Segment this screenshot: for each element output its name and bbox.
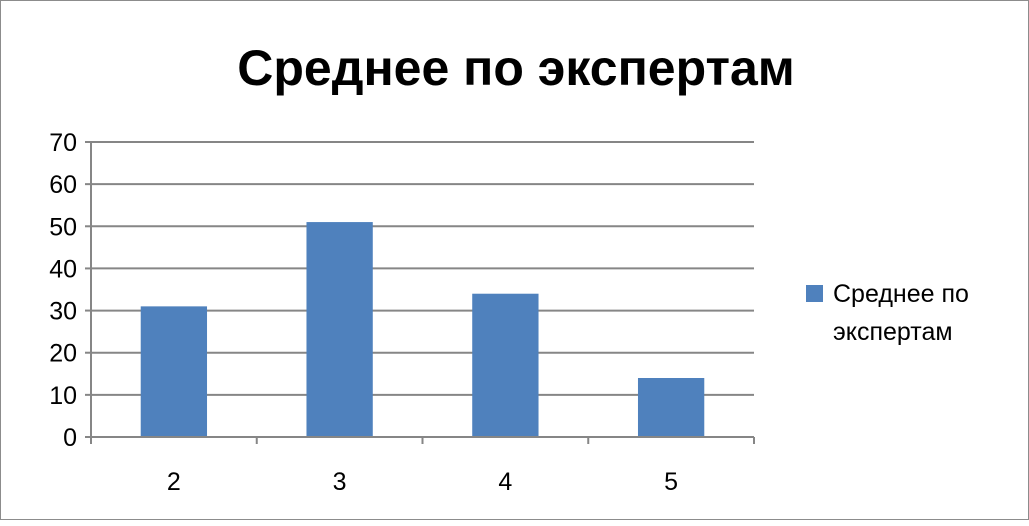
legend-swatch — [806, 285, 823, 302]
x-tick-label: 4 — [498, 468, 512, 496]
y-tick-label: 50 — [49, 213, 77, 241]
y-tick-label: 20 — [49, 340, 77, 368]
bar — [306, 222, 373, 437]
legend-label-line2: экспертам — [833, 318, 953, 346]
chart-title: Среднее по экспертам — [237, 40, 795, 96]
bar — [472, 293, 539, 437]
y-tick-label: 70 — [49, 129, 77, 157]
y-tick-label: 10 — [49, 382, 77, 410]
legend: Среднее по экспертам — [806, 280, 969, 346]
x-tick-label: 2 — [167, 468, 181, 496]
bar — [140, 306, 208, 437]
x-tick-label: 5 — [664, 468, 678, 496]
y-tick-label: 30 — [49, 298, 77, 326]
bar — [637, 378, 705, 437]
x-tick-label: 3 — [333, 468, 347, 496]
legend-label-line1: Среднее по — [833, 280, 969, 308]
y-tick-label: 60 — [49, 171, 77, 199]
y-tick-label: 40 — [49, 255, 77, 283]
y-tick-label: 0 — [63, 424, 77, 452]
